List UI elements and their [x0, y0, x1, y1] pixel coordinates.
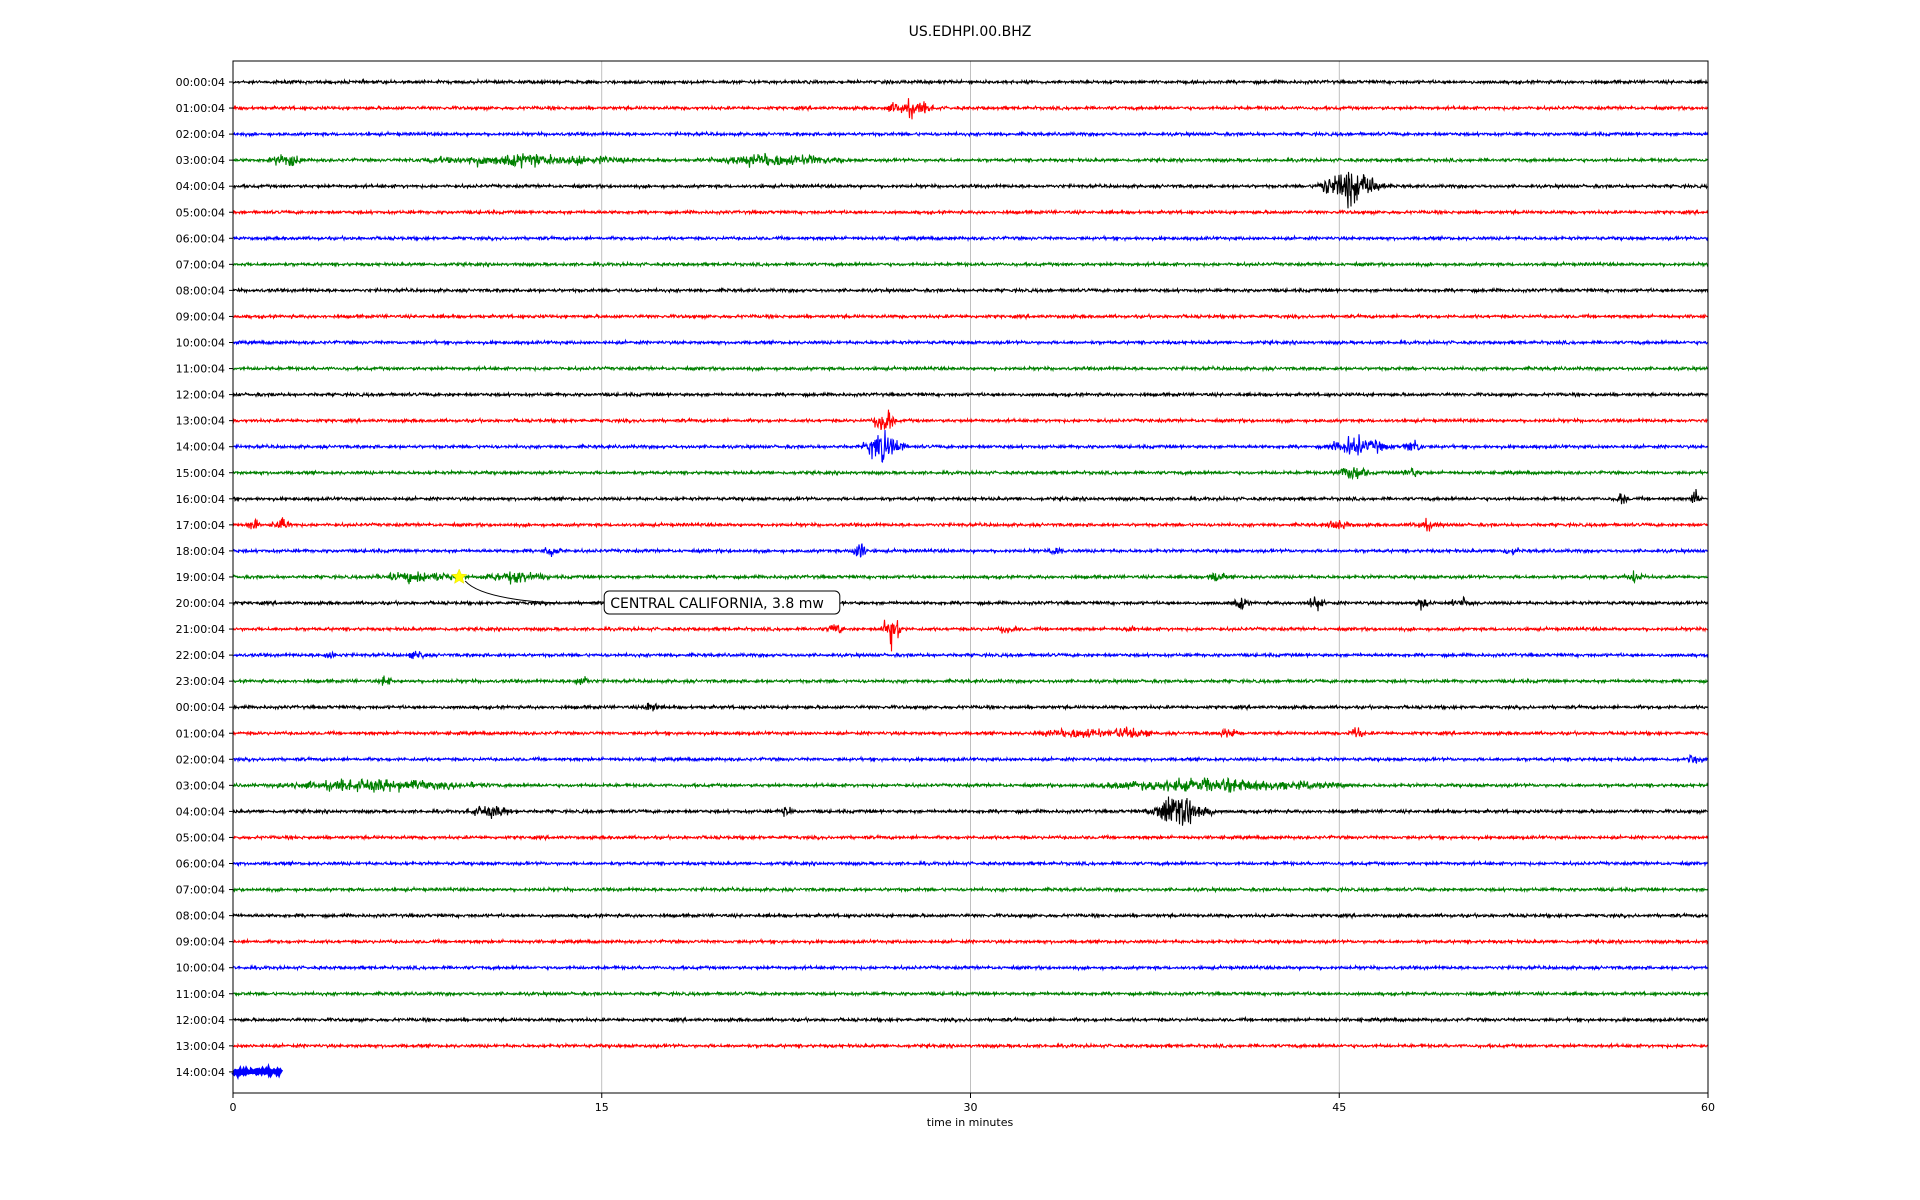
y-tick-label: 01:00:04 [176, 102, 225, 115]
trace-row-11 [232, 364, 1709, 373]
trace-row-23 [232, 675, 1709, 686]
y-tick-label: 05:00:04 [176, 831, 225, 844]
trace-row-14 [233, 429, 1709, 463]
y-tick-label: 03:00:04 [176, 154, 225, 167]
y-tick-label: 04:00:04 [176, 180, 225, 193]
trace-row-33 [232, 937, 1709, 946]
y-tick-label: 06:00:04 [176, 858, 225, 871]
y-tick-label: 09:00:04 [176, 310, 225, 323]
annotation-text: CENTRAL CALIFORNIA, 3.8 mw [610, 596, 824, 612]
trace-row-27 [232, 776, 1709, 793]
trace-row-1 [232, 98, 1709, 120]
y-tick-label: 02:00:04 [176, 128, 225, 141]
y-tick-label: 07:00:04 [176, 884, 225, 897]
y-tick-label: 14:00:04 [176, 441, 225, 454]
trace-row-16 [232, 488, 1709, 505]
x-axis-label: time in minutes [927, 1116, 1014, 1129]
y-tick-label: 10:00:04 [176, 962, 225, 975]
y-tick-label: 09:00:04 [176, 936, 225, 949]
trace-row-36 [232, 1015, 1709, 1024]
x-tick-label: 30 [964, 1101, 978, 1114]
y-tick-label: 04:00:04 [176, 805, 225, 818]
y-tick-label: 06:00:04 [176, 232, 225, 245]
trace-row-32 [232, 911, 1709, 920]
y-tick-label: 01:00:04 [176, 727, 225, 740]
y-tick-label: 19:00:04 [176, 571, 225, 584]
x-tick-label: 45 [1332, 1101, 1346, 1114]
trace-row-10 [232, 338, 1709, 347]
y-tick-label: 05:00:04 [176, 206, 225, 219]
chart-title: US.EDHPI.00.BHZ [909, 24, 1032, 40]
trace-row-28 [232, 796, 1709, 826]
trace-row-24 [232, 702, 1709, 712]
trace-row-18 [232, 543, 1709, 558]
trace-row-0 [232, 77, 1709, 86]
y-tick-label: 11:00:04 [176, 363, 225, 376]
trace-row-26 [232, 753, 1709, 765]
x-axis-ticks: 0 15 30 45 60 [230, 1093, 1715, 1114]
trace-row-22 [232, 650, 1709, 661]
y-tick-labels: 00:00:04 01:00:04 02:00:04 03:00:04 04:00:04… [176, 76, 233, 1079]
y-tick-label: 10:00:04 [176, 337, 225, 350]
trace-row-31 [232, 885, 1709, 894]
trace-row-5 [232, 208, 1709, 217]
event-annotation: CENTRAL CALIFORNIA, 3.8 mw [450, 568, 841, 615]
y-tick-label: 20:00:04 [176, 597, 225, 610]
trace-row-21 [232, 619, 1709, 652]
y-tick-label: 14:00:04 [176, 1066, 225, 1079]
trace-row-9 [232, 312, 1709, 321]
y-tick-label: 15:00:04 [176, 467, 225, 480]
y-tick-label: 23:00:04 [176, 675, 225, 688]
annotation-arrow [464, 580, 605, 604]
y-tick-label: 03:00:04 [176, 779, 225, 792]
x-tick-label: 60 [1701, 1101, 1715, 1114]
trace-row-2 [232, 130, 1709, 139]
trace-row-30 [232, 859, 1709, 868]
trace-row-38 [231, 1062, 284, 1081]
trace-row-29 [232, 833, 1709, 842]
event-star-icon [450, 568, 468, 584]
y-tick-label: 13:00:04 [176, 1040, 225, 1053]
x-tick-label: 15 [595, 1101, 609, 1114]
y-tick-label: 22:00:04 [176, 649, 225, 662]
y-tick-label: 00:00:04 [176, 76, 225, 89]
trace-row-8 [232, 286, 1709, 295]
trace-row-25 [232, 726, 1709, 739]
trace-row-34 [232, 963, 1709, 972]
trace-row-35 [232, 989, 1709, 998]
seismic-traces [231, 77, 1709, 1081]
trace-row-37 [232, 1041, 1709, 1050]
y-tick-label: 21:00:04 [176, 623, 225, 636]
trace-row-6 [232, 234, 1709, 243]
annotation-box [603, 590, 841, 615]
y-tick-label: 18:00:04 [176, 545, 225, 558]
plot-frame [232, 60, 1709, 1094]
trace-row-17 [232, 517, 1709, 532]
y-tick-label: 11:00:04 [176, 988, 225, 1001]
y-tick-label: 13:00:04 [176, 415, 225, 428]
y-tick-label: 08:00:04 [176, 284, 225, 297]
y-tick-label: 08:00:04 [176, 910, 225, 923]
x-tick-label: 0 [230, 1101, 237, 1114]
trace-row-7 [232, 260, 1709, 269]
trace-row-20 [232, 593, 1709, 612]
trace-row-4 [232, 171, 1709, 209]
trace-row-3 [232, 152, 1709, 169]
y-tick-label: 00:00:04 [176, 701, 225, 714]
y-tick-label: 12:00:04 [176, 1014, 225, 1027]
y-tick-label: 02:00:04 [176, 753, 225, 766]
y-tick-label: 16:00:04 [176, 493, 225, 506]
trace-row-12 [232, 390, 1709, 399]
y-tick-label: 07:00:04 [176, 258, 225, 271]
trace-row-15 [232, 466, 1709, 481]
trace-row-19 [232, 570, 1709, 585]
y-tick-label: 12:00:04 [176, 389, 225, 402]
trace-row-13 [232, 409, 1709, 431]
y-tick-label: 17:00:04 [176, 519, 225, 532]
